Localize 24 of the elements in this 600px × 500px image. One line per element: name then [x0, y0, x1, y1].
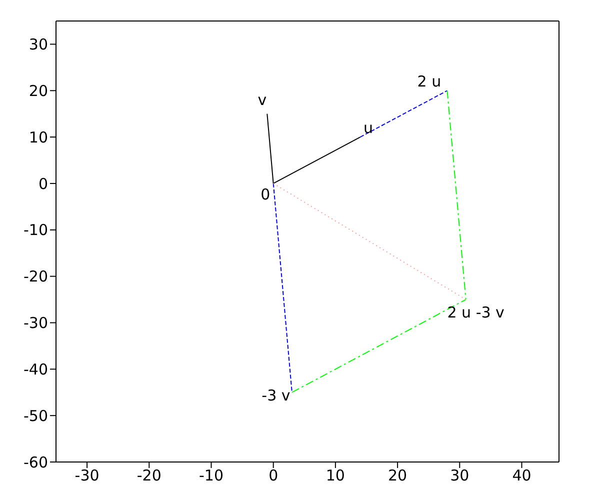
annotation: 0: [260, 186, 270, 204]
y-tick-label: -50: [24, 406, 48, 425]
y-tick-label: 20: [28, 82, 48, 100]
y-tick-label: 0: [38, 174, 48, 193]
x-tick-label: 30: [450, 466, 470, 485]
x-tick-label: -30: [74, 466, 100, 485]
annotation: v: [258, 90, 267, 109]
y-tick-label: 10: [28, 128, 48, 146]
annotation: 2 u: [417, 72, 442, 91]
y-tick-label: -20: [24, 268, 48, 286]
x-tick-label: 10: [326, 466, 345, 485]
annotation: 2 u -3 v: [447, 304, 505, 322]
x-tick-label: -10: [198, 466, 224, 485]
x-tick-label: -20: [136, 466, 162, 485]
y-tick-label: -40: [24, 360, 48, 378]
y-tick-label: -30: [24, 314, 48, 332]
annotation: -3 v: [262, 386, 290, 404]
x-tick-label: 40: [512, 466, 532, 485]
annotation: u: [364, 119, 374, 138]
y-tick-label: 30: [28, 36, 48, 54]
x-tick-label: 20: [388, 466, 408, 485]
x-tick-label: 0: [268, 466, 278, 485]
y-tick-label: -10: [24, 221, 48, 240]
y-tick-label: -60: [24, 453, 48, 472]
